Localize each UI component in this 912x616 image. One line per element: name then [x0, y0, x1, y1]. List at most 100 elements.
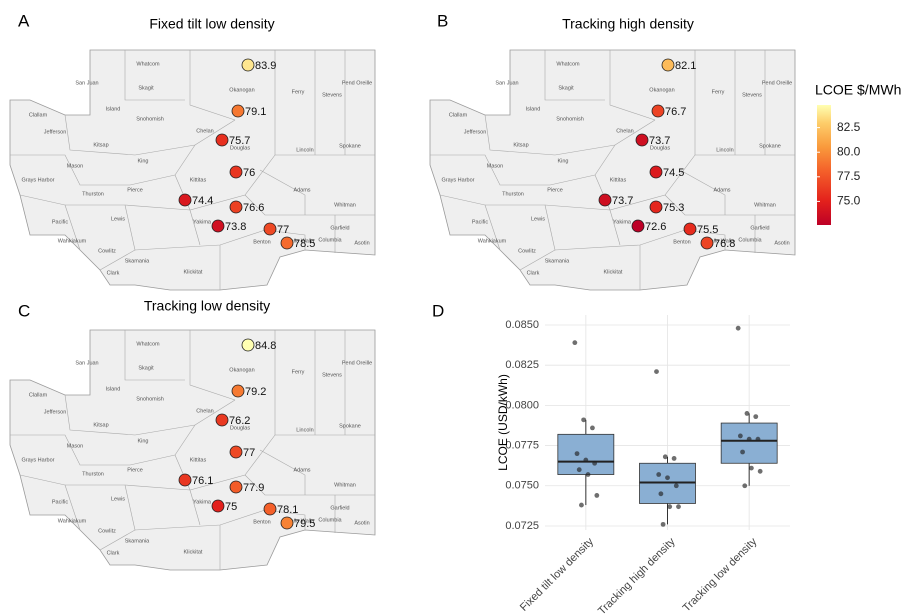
- site-value: 84.8: [255, 340, 276, 352]
- site-value: 78.5: [294, 238, 315, 250]
- data-point: [579, 502, 584, 508]
- county-label: Cowlitz: [98, 528, 116, 534]
- county-label: Kittitas: [190, 457, 207, 463]
- county-label: Benton: [253, 519, 270, 525]
- panel-title: Tracking low density: [144, 298, 270, 314]
- county-border: [174, 144, 196, 176]
- map: Whatcom San Juan Skagit Okanogan Ferry Steven…: [429, 49, 796, 291]
- county-label: Yakima: [613, 219, 632, 225]
- county-border: [664, 194, 795, 216]
- site-marker: [700, 236, 714, 250]
- county-label: Lewis: [111, 496, 125, 502]
- county-border: [124, 50, 185, 101]
- county-border: [64, 484, 81, 531]
- site-marker: [651, 104, 665, 118]
- county-label: Stevens: [322, 92, 342, 98]
- site-value: 77: [243, 447, 255, 459]
- county-border: [484, 114, 656, 156]
- site-marker: [649, 200, 663, 214]
- site-marker: [231, 104, 245, 118]
- county-label: Jefferson: [44, 129, 67, 135]
- x-tick-label: Fixed tilt low density: [518, 535, 596, 613]
- county-label: Benton: [673, 239, 690, 245]
- county-label: Stevens: [742, 92, 762, 98]
- site-marker: [229, 165, 243, 179]
- data-point: [673, 483, 679, 489]
- county-label: Pierce: [127, 187, 143, 193]
- county-label: Walla Walla: [286, 518, 316, 524]
- county-label: Ferry: [292, 369, 305, 375]
- county-border: [124, 330, 185, 381]
- county-label: Pacific: [472, 219, 488, 225]
- county-label: Walla Walla: [706, 238, 736, 244]
- county-label: Lincoln: [296, 427, 313, 433]
- site-value: 76.7: [665, 106, 686, 118]
- county-label: Clark: [527, 270, 540, 276]
- data-point: [576, 467, 582, 473]
- site-marker: [598, 193, 612, 207]
- county-border: [430, 154, 596, 186]
- county-label: Pend Oreille: [342, 360, 372, 366]
- site-marker: [229, 445, 243, 459]
- county-border: [609, 50, 656, 121]
- county-label: Chelan: [616, 128, 633, 134]
- county-label: Asotin: [774, 240, 789, 246]
- colorbar: [817, 105, 831, 225]
- site-value: 77: [277, 224, 289, 236]
- county-label: Douglas: [650, 145, 670, 151]
- county-label: Whitman: [754, 202, 776, 208]
- county-label: Snohomish: [556, 116, 584, 122]
- county-label: Cowlitz: [98, 248, 116, 254]
- data-point: [737, 433, 743, 439]
- data-point: [757, 468, 763, 474]
- y-tick-label: 0.0775: [505, 439, 539, 451]
- site-marker: [211, 499, 225, 513]
- site-value: 73.7: [612, 195, 633, 207]
- site-value: 73.7: [649, 135, 670, 147]
- data-point: [667, 504, 673, 510]
- county-label: Skamania: [125, 258, 150, 264]
- county-label: Adams: [713, 187, 730, 193]
- county-border: [19, 474, 191, 491]
- site-marker: [280, 236, 294, 250]
- state-outline: [429, 49, 796, 291]
- county-label: Mason: [487, 163, 504, 169]
- county-label: Asotin: [354, 240, 369, 246]
- site-marker: [229, 480, 243, 494]
- site-value: 72.6: [645, 221, 666, 233]
- site-marker: [178, 473, 192, 487]
- county-label: Garfield: [330, 225, 349, 231]
- site-value: 75.7: [229, 135, 250, 147]
- county-label: Pend Oreille: [762, 80, 792, 86]
- site-value: 74.4: [192, 195, 213, 207]
- site-marker: [631, 219, 645, 233]
- county-border: [244, 194, 375, 216]
- county-label: Spokane: [339, 143, 361, 149]
- site-marker: [649, 165, 663, 179]
- county-border: [679, 169, 726, 215]
- site-marker: [231, 384, 245, 398]
- county-label: Snohomish: [136, 116, 164, 122]
- county-label: Pierce: [547, 187, 563, 193]
- data-point: [746, 436, 752, 442]
- county-border: [174, 434, 276, 491]
- site-value: 78.1: [277, 504, 298, 516]
- data-point: [665, 475, 670, 481]
- county-border: [244, 474, 375, 496]
- county-border: [174, 154, 276, 211]
- site-marker: [229, 200, 243, 214]
- county-label: Mason: [67, 443, 84, 449]
- county-label: Chelan: [196, 408, 213, 414]
- county-label: Kitsap: [93, 422, 108, 428]
- county-label: Lewis: [531, 216, 545, 222]
- county-label: Skagit: [138, 365, 154, 371]
- county-label: Spokane: [759, 143, 781, 149]
- site-marker: [683, 222, 697, 236]
- site-value: 74.5: [663, 167, 684, 179]
- county-label: Skagit: [558, 85, 574, 91]
- map: Whatcom San Juan Skagit Okanogan Ferry Steven…: [9, 329, 376, 571]
- county-label: Clallam: [449, 112, 468, 118]
- county-label: Lincoln: [716, 147, 733, 153]
- site-value: 77.9: [243, 482, 264, 494]
- data-point: [585, 472, 591, 477]
